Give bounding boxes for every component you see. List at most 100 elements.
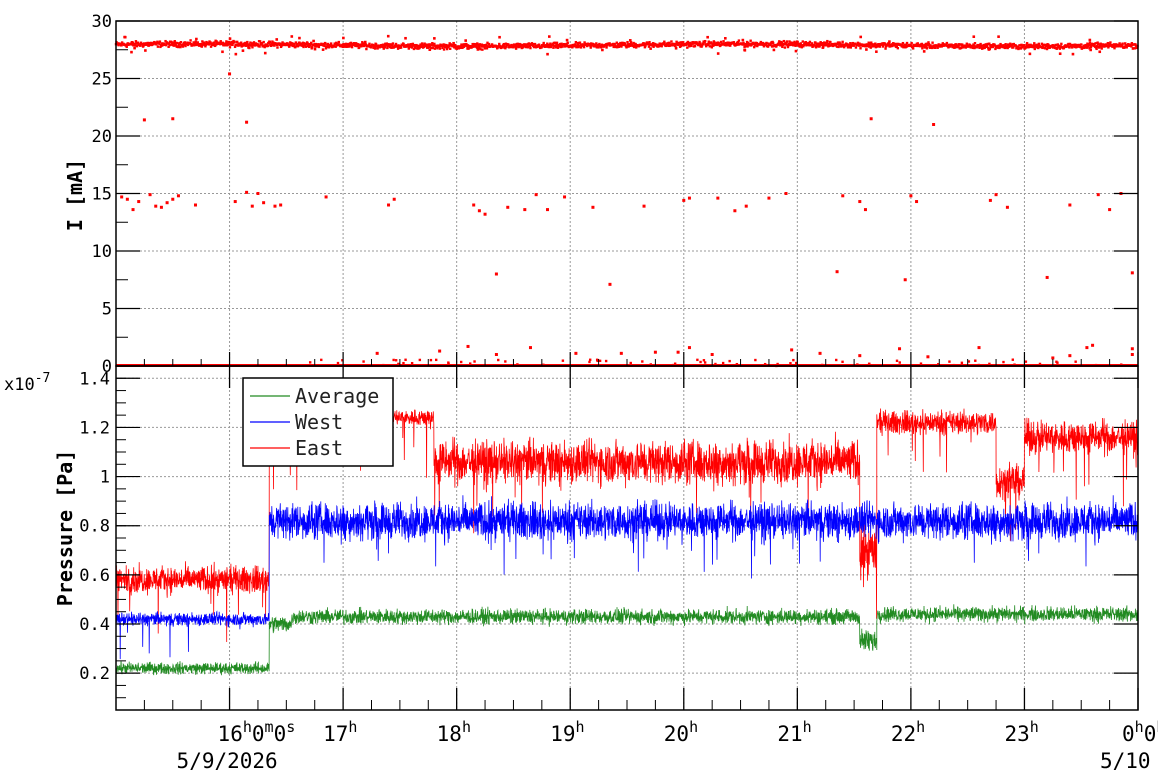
current-point <box>598 42 601 46</box>
current-point <box>642 42 646 45</box>
current-point <box>616 45 619 49</box>
current-point <box>542 41 545 45</box>
current-point <box>487 42 491 46</box>
pressure-ytick-label: 0.8 <box>79 517 110 537</box>
time-date-label: 5/9/2026 <box>177 749 278 773</box>
current-point-low <box>588 360 591 364</box>
current-point <box>268 40 272 44</box>
current-point <box>618 44 622 48</box>
current-point-low <box>974 359 977 362</box>
current-point <box>444 43 448 47</box>
current-point <box>920 42 924 46</box>
current-point <box>1056 46 1059 49</box>
current-point <box>560 42 563 45</box>
current-point <box>273 44 276 47</box>
current-point <box>859 47 862 50</box>
current-point <box>872 43 875 46</box>
current-point <box>596 43 599 47</box>
current-outlier <box>472 203 476 207</box>
current-point <box>841 40 844 44</box>
current-point <box>385 42 389 45</box>
current-outlier <box>176 194 180 198</box>
current-point <box>599 46 603 49</box>
current-point <box>954 45 958 49</box>
current-point <box>980 44 983 48</box>
current-point <box>531 44 535 47</box>
current-point-low <box>542 363 545 366</box>
current-point-scatter <box>312 39 315 43</box>
current-point <box>548 44 552 47</box>
current-point-low <box>649 363 652 366</box>
current-point <box>311 46 314 49</box>
current-point <box>297 44 300 47</box>
current-point <box>644 44 647 48</box>
current-point <box>578 41 582 44</box>
current-point <box>1004 43 1007 46</box>
current-point <box>911 47 915 50</box>
current-point <box>987 47 990 50</box>
current-point <box>1045 47 1049 51</box>
current-point <box>1131 43 1134 47</box>
current-point-low <box>435 358 438 362</box>
current-point <box>692 42 695 45</box>
current-ytick-label: 0 <box>102 357 112 377</box>
current-point-scatter <box>363 40 367 44</box>
current-point <box>189 39 192 42</box>
current-point <box>207 41 210 45</box>
current-point <box>778 41 781 44</box>
current-outlier <box>676 350 680 354</box>
current-point <box>736 40 740 44</box>
current-point <box>984 44 987 47</box>
current-point-scatter <box>771 44 775 48</box>
current-point <box>685 43 688 46</box>
current-point <box>447 44 451 47</box>
current-outlier <box>137 200 141 204</box>
current-point <box>989 45 993 49</box>
current-point-scatter <box>322 43 325 47</box>
current-point <box>827 42 831 46</box>
current-point <box>616 44 620 47</box>
current-point <box>1089 45 1093 49</box>
current-point-low <box>735 362 739 366</box>
current-outlier <box>506 205 510 209</box>
current-point <box>1003 46 1007 50</box>
current-point <box>350 45 354 49</box>
current-point <box>192 41 195 44</box>
current-point <box>514 47 518 50</box>
current-point <box>134 44 137 47</box>
current-outlier <box>767 196 771 200</box>
current-point <box>228 46 232 49</box>
current-outlier <box>1085 346 1089 350</box>
current-point <box>1022 44 1026 47</box>
time-date-label: 5/10 <box>1100 749 1151 773</box>
current-point <box>761 41 765 45</box>
current-point <box>223 43 227 47</box>
current-point <box>409 43 413 46</box>
current-point <box>746 45 749 48</box>
current-point-low <box>673 362 677 365</box>
current-point <box>664 44 668 48</box>
current-point <box>711 42 715 46</box>
current-point <box>194 40 197 43</box>
current-point <box>828 44 831 47</box>
current-point <box>314 42 318 46</box>
current-point-low <box>696 358 699 362</box>
current-point <box>1085 45 1088 48</box>
current-point <box>783 46 787 49</box>
current-point <box>565 42 568 46</box>
current-point <box>577 45 581 48</box>
current-point <box>1087 43 1091 46</box>
current-point <box>549 45 553 49</box>
current-outlier <box>438 349 442 353</box>
current-point <box>504 46 507 50</box>
current-point <box>308 44 312 47</box>
current-point <box>518 42 521 46</box>
current-point <box>660 45 663 48</box>
current-point <box>981 46 985 50</box>
current-point <box>793 42 797 45</box>
current-point <box>383 44 386 48</box>
current-point <box>372 46 375 49</box>
current-point-scatter <box>546 52 549 56</box>
current-point <box>507 43 510 46</box>
